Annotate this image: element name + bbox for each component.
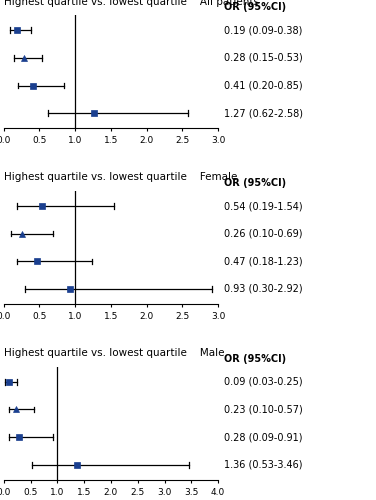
Text: 1.27 (0.62-2.58): 1.27 (0.62-2.58) (224, 108, 303, 118)
Text: 0.26 (0.10-0.69): 0.26 (0.10-0.69) (224, 228, 302, 238)
Text: 0.47 (0.18-1.23): 0.47 (0.18-1.23) (224, 256, 302, 266)
Text: 0.19 (0.09-0.38): 0.19 (0.09-0.38) (224, 25, 302, 35)
Text: Highest quartile vs. lowest quartile    Female: Highest quartile vs. lowest quartile Fem… (4, 172, 237, 182)
Text: OR (95%CI): OR (95%CI) (224, 2, 286, 12)
Text: OR (95%CI): OR (95%CI) (224, 178, 286, 188)
Text: 0.09 (0.03-0.25): 0.09 (0.03-0.25) (224, 377, 302, 387)
Text: 0.28 (0.09-0.91): 0.28 (0.09-0.91) (224, 432, 302, 442)
Text: 0.41 (0.20-0.85): 0.41 (0.20-0.85) (224, 80, 302, 90)
Text: 0.28 (0.15-0.53): 0.28 (0.15-0.53) (224, 53, 302, 63)
Text: OR (95%CI): OR (95%CI) (224, 354, 286, 364)
Text: 0.93 (0.30-2.92): 0.93 (0.30-2.92) (224, 284, 302, 294)
Text: 0.23 (0.10-0.57): 0.23 (0.10-0.57) (224, 404, 302, 414)
Text: 0.54 (0.19-1.54): 0.54 (0.19-1.54) (224, 201, 302, 211)
Text: Highest quartile vs. lowest quartile    Male: Highest quartile vs. lowest quartile Mal… (4, 348, 224, 358)
Text: Highest quartile vs. lowest quartile    All patients: Highest quartile vs. lowest quartile All… (4, 0, 259, 6)
Text: 1.36 (0.53-3.46): 1.36 (0.53-3.46) (224, 460, 302, 470)
